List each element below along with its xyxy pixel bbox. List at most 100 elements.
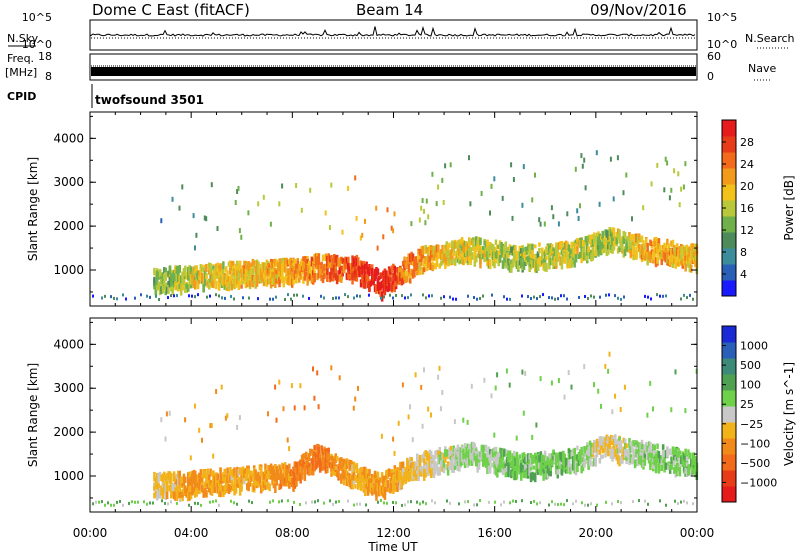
echo-cell: [479, 240, 482, 246]
echo-cell: [396, 274, 399, 284]
echo-cell: [677, 171, 680, 177]
echo-cell: [373, 488, 377, 495]
echo-cell: [400, 475, 403, 483]
echo-cell: [401, 480, 405, 486]
echo-cell: [463, 456, 467, 463]
y-axis-label: Slant Range [km]: [26, 157, 40, 261]
echo-cell: [521, 499, 523, 503]
echo-cell: [479, 499, 481, 503]
echo-cell: [281, 479, 284, 486]
echo-cell: [269, 269, 273, 275]
echo-cell: [314, 460, 318, 466]
echo-cell: [619, 243, 623, 249]
echo-cell: [542, 263, 545, 271]
colorbar-tick-label: 24: [740, 158, 754, 171]
echo-cell: [286, 476, 290, 483]
echo-cell: [182, 473, 186, 479]
echo-cell: [560, 248, 564, 256]
echo-cell: [128, 501, 130, 505]
echo-cell: [312, 272, 315, 278]
echo-cell: [267, 465, 270, 473]
echo-cell: [460, 459, 464, 466]
echo-cell: [260, 470, 263, 475]
echo-cell: [313, 273, 316, 283]
echo-cell: [164, 283, 167, 292]
echo-cell: [392, 436, 395, 442]
echo-cell: [321, 254, 325, 262]
echo-cell: [260, 268, 263, 276]
echo-cell: [576, 454, 579, 461]
echo-cell: [632, 253, 635, 261]
echo-cell: [548, 246, 551, 255]
colorbar-tick-label: 4: [740, 268, 747, 281]
freq-trace: [91, 67, 696, 76]
echo-cell: [234, 278, 238, 287]
echo-cell: [434, 263, 437, 270]
echo-cell: [355, 476, 359, 483]
echo-cell: [222, 472, 225, 481]
echo-cell: [174, 265, 177, 273]
echo-cell: [483, 256, 486, 263]
echo-cell: [580, 465, 583, 474]
echo-cell: [616, 233, 620, 240]
echo-cell: [317, 452, 321, 460]
echo-cell: [161, 489, 165, 499]
echo-cell: [623, 438, 627, 444]
echo-cell: [396, 467, 399, 472]
echo-cell: [615, 451, 618, 461]
echo-cell: [188, 471, 191, 480]
echo-cell: [504, 251, 507, 258]
echo-cell: [635, 233, 638, 243]
echo-cell: [459, 238, 462, 245]
echo-cell: [468, 238, 471, 243]
echo-cell: [671, 454, 675, 462]
echo-cell: [612, 439, 616, 449]
echo-cell: [247, 478, 250, 485]
echo-cell: [366, 478, 370, 487]
echo-cell: [663, 187, 666, 193]
echo-cell: [407, 296, 409, 300]
echo-cell: [441, 177, 444, 183]
echo-cell: [459, 456, 462, 467]
echo-cell: [654, 257, 658, 268]
echo-cell: [172, 473, 176, 482]
echo-cell: [421, 267, 425, 275]
echo-cell: [341, 270, 344, 277]
echo-cell: [640, 455, 644, 462]
echo-cell: [477, 453, 481, 463]
echo-cell: [453, 241, 457, 249]
echo-cell: [451, 464, 454, 473]
echo-cell: [476, 240, 479, 245]
echo-cell: [448, 242, 451, 248]
echo-cell: [573, 253, 576, 260]
echo-cell: [194, 269, 197, 274]
echo-cell: [279, 258, 283, 268]
echo-cell: [650, 452, 654, 459]
echo-cell: [579, 456, 582, 465]
echo-cell: [541, 462, 544, 469]
echo-cell: [300, 454, 304, 464]
echo-cell: [430, 450, 433, 459]
echo-cell: [203, 482, 207, 488]
echo-cell: [644, 294, 646, 298]
echo-cell: [161, 276, 165, 283]
echo-cell: [621, 240, 624, 245]
echo-cell: [428, 449, 432, 457]
echo-cell: [622, 437, 625, 444]
echo-cell: [428, 256, 432, 263]
echo-cell: [302, 262, 305, 268]
echo-cell: [424, 256, 427, 264]
echo-cell: [483, 455, 486, 460]
echo-cell: [396, 483, 399, 492]
echo-cell: [182, 476, 186, 486]
echo-cell: [439, 249, 443, 254]
echo-cell: [229, 484, 232, 493]
echo-cell: [477, 462, 481, 470]
nsky-tick-high: 10^5: [22, 11, 52, 24]
echo-cell: [293, 500, 295, 504]
echo-cell: [298, 465, 301, 475]
echo-cell: [195, 488, 198, 497]
echo-cell: [201, 485, 204, 493]
echo-cell: [237, 280, 240, 290]
echo-cell: [296, 260, 299, 269]
